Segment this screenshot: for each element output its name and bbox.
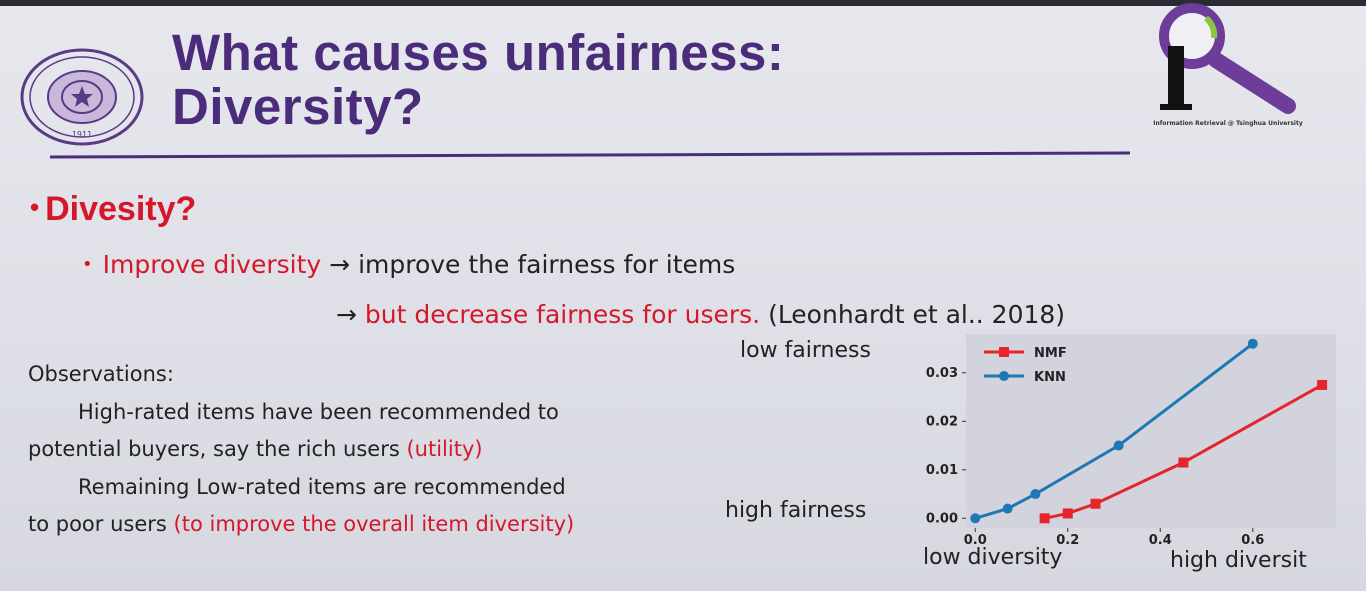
low-fairness-label: low fairness xyxy=(740,338,871,363)
magnifier-logo-icon: Information Retrieval @ Tsinghua Univers… xyxy=(1153,3,1303,127)
y-tick-label: 0.03 xyxy=(926,366,958,381)
observations-heading: Observations: xyxy=(28,362,174,386)
x-tick-label: 0.0 xyxy=(964,533,987,548)
slide-title: What causes unfairness: Diversity? xyxy=(172,26,1072,134)
x-tick-label: 0.6 xyxy=(1241,533,1264,548)
bullet-rest-text: → improve the fairness for items xyxy=(329,250,736,279)
university-seal-icon: 1911 xyxy=(20,48,144,146)
observations-block: Observations: High-rated items have been… xyxy=(28,356,718,544)
observation-line-2-text: potential buyers, say the rich users xyxy=(28,437,400,461)
title-line-2: Diversity? xyxy=(172,78,424,135)
high-diversity-label: high diversit xyxy=(1170,548,1307,573)
title-line-1: What causes unfairness: xyxy=(172,24,785,81)
data-point-nmf xyxy=(1317,379,1328,390)
legend-label-nmf: NMF xyxy=(1034,346,1067,361)
x-tick-label: 0.4 xyxy=(1149,533,1172,548)
bullet-icon: • xyxy=(30,192,40,222)
data-point-nmf xyxy=(1039,513,1050,524)
x-tick-label: 0.2 xyxy=(1056,533,1079,548)
observation-line-3: Remaining Low-rated items are recommende… xyxy=(78,474,566,499)
bullet-icon: • xyxy=(82,254,93,275)
bullet-continuation: → but decrease fairness for users. (Leon… xyxy=(336,300,1065,329)
data-point-knn xyxy=(1247,338,1258,349)
data-point-knn xyxy=(1113,440,1124,451)
section-heading: • Divesity? xyxy=(30,190,196,229)
observation-line-4-text: to poor users xyxy=(28,512,167,536)
bullet-red-text: Improve diversity xyxy=(102,250,322,279)
legend-marker-knn xyxy=(999,371,1009,381)
observation-utility: (utility) xyxy=(406,437,483,461)
bullet-diversity: • Improve diversity → improve the fairnes… xyxy=(82,250,735,279)
observation-line-4: to poor users (to improve the overall it… xyxy=(28,506,718,544)
y-tick-label: 0.00 xyxy=(926,511,958,526)
top-band xyxy=(0,0,1366,6)
plot-area xyxy=(966,334,1336,528)
data-point-knn xyxy=(1030,489,1041,500)
data-point-nmf xyxy=(1090,498,1101,509)
observation-line-1: High-rated items have been recommended t… xyxy=(78,399,559,424)
heading-text: Divesity? xyxy=(45,190,197,228)
high-fairness-label: high fairness xyxy=(725,498,867,523)
legend-marker-nmf xyxy=(999,347,1009,357)
citation-text: (Leonhardt et al.. 2018) xyxy=(768,300,1066,329)
low-diversity-label: low diversity xyxy=(923,545,1063,570)
y-tick-label: 0.02 xyxy=(926,414,958,429)
data-point-knn xyxy=(1002,503,1013,514)
logo-caption: Information Retrieval @ Tsinghua Univers… xyxy=(1153,120,1303,127)
fairness-diversity-chart: 0.00 0.01 0.02 0.03 0.0 0.2 0.4 0.6 NMF KNN xyxy=(926,334,1336,548)
data-point-nmf xyxy=(1178,457,1189,468)
arrow-glyph: → xyxy=(336,300,357,329)
title-underline xyxy=(50,151,1131,159)
data-point-nmf xyxy=(1062,508,1073,519)
y-tick-label: 0.01 xyxy=(926,463,958,478)
legend-label-knn: KNN xyxy=(1034,370,1066,385)
observation-line-2: potential buyers, say the rich users (ut… xyxy=(28,431,718,469)
seal-year: 1911 xyxy=(72,130,92,139)
decrease-fairness-text: but decrease fairness for users. xyxy=(364,300,761,329)
observation-diversity-note: (to improve the overall item diversity) xyxy=(173,512,575,536)
data-point-knn xyxy=(970,513,981,524)
